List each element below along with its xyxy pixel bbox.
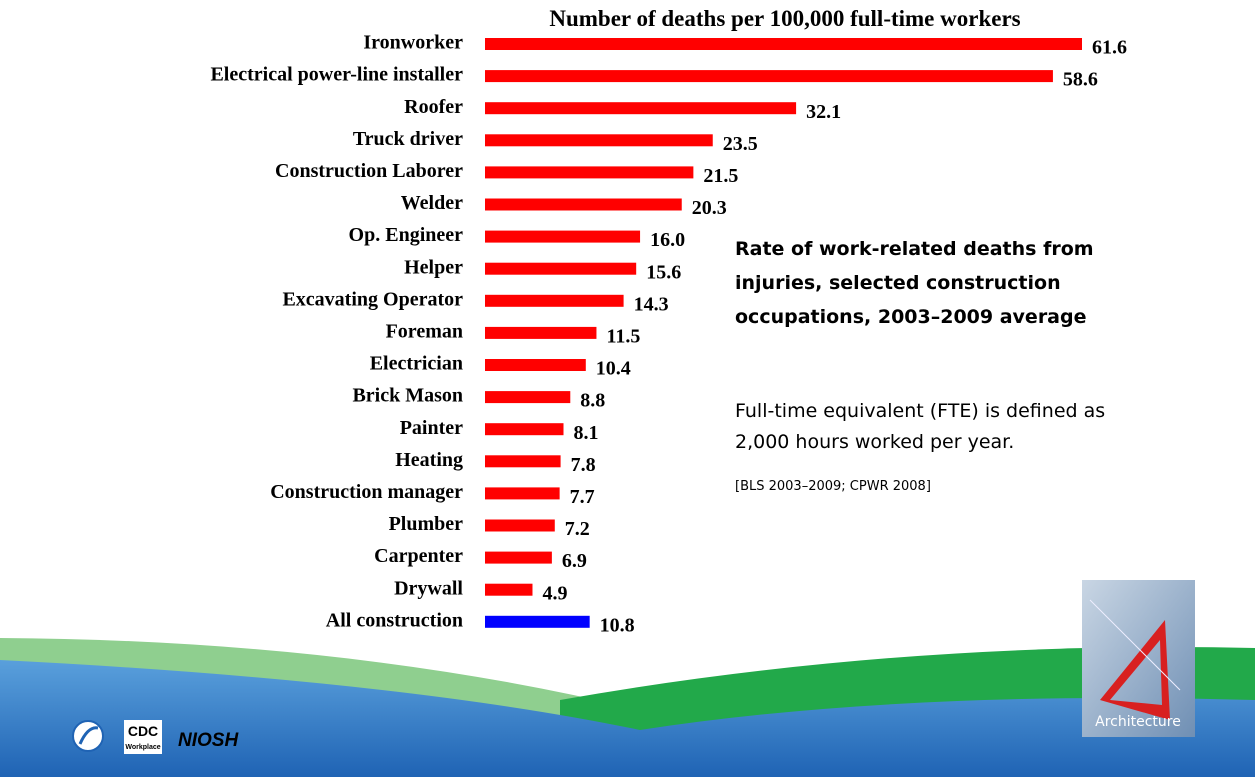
value-label: 4.9 xyxy=(542,582,567,604)
chart-title: Number of deaths per 100,000 full-time w… xyxy=(549,6,1020,31)
value-label: 8.1 xyxy=(574,422,599,444)
note: 2,000 hours worked per year. xyxy=(735,431,1014,453)
bar xyxy=(485,391,570,403)
bar xyxy=(485,166,693,178)
cdc-logo-sub: Workplace xyxy=(125,744,160,751)
value-label: 8.8 xyxy=(580,390,605,412)
bar xyxy=(485,102,796,114)
hhs-logo xyxy=(73,721,103,751)
category-label: Electrician xyxy=(370,353,463,375)
bar xyxy=(485,38,1082,50)
value-label: 21.5 xyxy=(703,165,738,187)
bar xyxy=(485,134,713,146)
cdc-logo: CDC xyxy=(128,723,158,739)
bar xyxy=(485,423,564,435)
note: Full-time equivalent (FTE) is defined as xyxy=(735,400,1105,422)
category-label: Op. Engineer xyxy=(349,224,464,246)
bar xyxy=(485,359,586,371)
category-label: Ironworker xyxy=(363,32,463,54)
category-label: Roofer xyxy=(404,96,463,118)
annotation: occupations, 2003–2009 average xyxy=(735,306,1087,328)
bar xyxy=(485,616,590,628)
bar xyxy=(485,199,682,211)
image-caption: Architecture xyxy=(1095,714,1181,730)
category-label: Excavating Operator xyxy=(282,288,463,310)
bar xyxy=(485,70,1053,82)
bar xyxy=(485,231,640,243)
category-label: Heating xyxy=(395,449,463,471)
value-label: 20.3 xyxy=(692,197,727,219)
value-label: 16.0 xyxy=(650,229,685,251)
category-label: Construction Laborer xyxy=(275,160,463,182)
category-label: Brick Mason xyxy=(352,385,463,407)
value-label: 10.4 xyxy=(596,358,631,380)
value-label: 7.8 xyxy=(571,454,596,476)
value-label: 58.6 xyxy=(1063,69,1098,91)
bar xyxy=(485,552,552,564)
value-label: 14.3 xyxy=(634,293,669,315)
category-label: Plumber xyxy=(389,513,464,535)
category-label: Drywall xyxy=(394,577,463,599)
niosh-logo: NIOSH xyxy=(178,730,239,751)
category-label: Foreman xyxy=(386,320,463,342)
bar xyxy=(485,327,596,339)
category-label: All construction xyxy=(326,609,463,631)
slide: CDC Workplace NIOSH Architecture Number … xyxy=(0,0,1255,777)
source: [BLS 2003–2009; CPWR 2008] xyxy=(735,479,931,494)
value-label: 32.1 xyxy=(806,101,841,123)
bar xyxy=(485,455,561,467)
category-label: Painter xyxy=(400,417,463,439)
value-label: 61.6 xyxy=(1092,37,1127,59)
value-label: 15.6 xyxy=(646,261,681,283)
category-label: Helper xyxy=(404,256,463,278)
value-label: 23.5 xyxy=(723,133,758,155)
bar xyxy=(485,263,636,275)
category-label: Truck driver xyxy=(353,128,463,150)
annotation: injuries, selected construction xyxy=(735,272,1061,294)
bar xyxy=(485,487,560,499)
bar xyxy=(485,295,624,307)
value-label: 7.2 xyxy=(565,518,590,540)
value-label: 7.7 xyxy=(570,486,595,508)
category-label: Welder xyxy=(401,192,463,214)
value-label: 10.8 xyxy=(600,614,635,636)
annotation: Rate of work-related deaths from xyxy=(735,238,1094,260)
page: {"chart_data": {"type": "bar", "orientat… xyxy=(0,0,1255,777)
value-label: 11.5 xyxy=(606,325,640,347)
bar xyxy=(485,520,555,532)
category-label: Carpenter xyxy=(374,545,463,567)
bar xyxy=(485,584,532,596)
category-label: Electrical power-line installer xyxy=(210,64,463,86)
category-label: Construction manager xyxy=(270,481,463,503)
value-label: 6.9 xyxy=(562,550,587,572)
